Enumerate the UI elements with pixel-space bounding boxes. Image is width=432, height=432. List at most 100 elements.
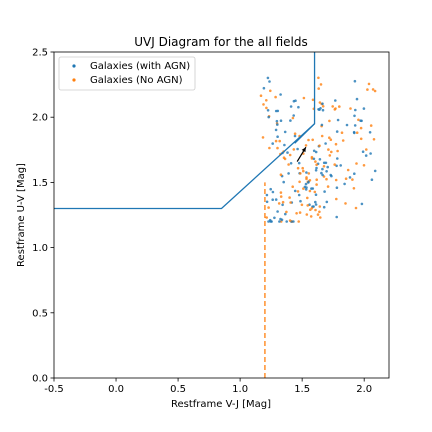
- agn-point: [283, 130, 287, 134]
- agn-point: [318, 108, 321, 111]
- y-axis-label: Restframe U-V [Mag]: [16, 163, 27, 267]
- noagn-point: [302, 96, 306, 100]
- noagn-point: [362, 164, 366, 167]
- agn-point: [355, 97, 359, 101]
- agn-point: [305, 171, 308, 174]
- uvj-selection-box: [54, 52, 316, 210]
- agn-point: [289, 105, 293, 108]
- agn-point: [293, 189, 297, 193]
- agn-point: [345, 123, 349, 127]
- chart-title: UVJ Diagram for the all fields: [134, 35, 307, 49]
- agn-point: [274, 109, 278, 113]
- noagn-point: [296, 166, 300, 170]
- noagn-point: [287, 163, 290, 166]
- noagn-point: [366, 88, 369, 91]
- agn-point: [304, 182, 308, 186]
- agn-point: [283, 143, 286, 147]
- noagn-point: [283, 157, 287, 161]
- noagn-point: [297, 220, 301, 223]
- agn-point: [335, 215, 339, 219]
- agn-point: [304, 188, 308, 191]
- agn-point: [278, 220, 281, 223]
- agn-point: [353, 172, 356, 175]
- agn-point: [276, 123, 279, 126]
- agn-point: [286, 151, 289, 154]
- noagn-point: [291, 116, 295, 120]
- agn-point: [296, 147, 299, 151]
- agn-point: [312, 157, 316, 161]
- noagn-point: [265, 99, 268, 102]
- noagn-point: [313, 190, 317, 194]
- agn-point: [268, 80, 271, 83]
- agn-point: [335, 186, 339, 189]
- noagn-point: [318, 144, 321, 147]
- noagn-point: [298, 211, 302, 214]
- agn-point: [321, 102, 324, 105]
- noagn-point: [369, 124, 373, 127]
- noagn-point: [296, 190, 300, 193]
- noagn-point: [335, 197, 338, 201]
- agn-point: [335, 164, 338, 168]
- noagn-point: [274, 139, 278, 143]
- agn-point: [274, 128, 278, 132]
- noagn-point: [274, 95, 277, 99]
- agn-point: [265, 193, 269, 197]
- noagn-point: [355, 162, 358, 165]
- noagn-point: [292, 148, 296, 151]
- agn-point: [279, 119, 283, 122]
- noagn-point: [288, 196, 291, 199]
- noagn-point: [268, 146, 271, 150]
- agn-point: [271, 198, 275, 201]
- noagn-point: [293, 132, 297, 135]
- agn-point: [289, 162, 293, 165]
- agn-point: [324, 161, 328, 165]
- agn-point: [314, 150, 318, 154]
- noagn-point: [354, 206, 358, 210]
- noagn-point: [300, 203, 304, 207]
- agn-point: [323, 190, 326, 193]
- noagn-point: [317, 87, 321, 90]
- agn-point: [293, 134, 297, 138]
- noagn-point: [317, 76, 320, 80]
- agn-point: [276, 210, 279, 213]
- y-axis-ticks: 0.0 0.5 1.0 1.5 2.0 2.5: [32, 48, 54, 385]
- x-tick-label: 0.5: [170, 384, 186, 395]
- agn-point: [274, 198, 278, 201]
- agn-point: [292, 114, 296, 117]
- noagn-point: [309, 215, 313, 218]
- noagn-point: [281, 200, 285, 204]
- noagn-point: [346, 168, 350, 172]
- noagn-point: [372, 138, 376, 141]
- x-tick-label: -0.5: [44, 384, 64, 395]
- agn-point: [299, 199, 302, 203]
- noagn-point: [288, 153, 292, 157]
- agn-point: [353, 131, 356, 135]
- agn-point: [336, 157, 339, 160]
- agn-point: [368, 131, 372, 134]
- agn-point: [321, 108, 325, 112]
- noagn-point: [301, 166, 305, 170]
- noagn-point: [319, 83, 323, 86]
- noagn-point: [334, 142, 338, 146]
- noagn-point: [311, 138, 315, 142]
- agn-point: [360, 202, 364, 206]
- x-tick-label: 1.0: [232, 384, 248, 395]
- noagn-point: [321, 105, 325, 108]
- x-axis-label: Restframe V-J [Mag]: [171, 399, 271, 410]
- noagn-point: [276, 146, 279, 150]
- noagn-point: [314, 208, 317, 212]
- noagn-point: [261, 136, 265, 139]
- agn-point: [281, 203, 284, 207]
- agn-point: [314, 200, 317, 204]
- plot-frame: [53, 51, 390, 379]
- noagn-point: [318, 205, 322, 208]
- noagn-point: [338, 105, 341, 108]
- noagn-point: [318, 101, 322, 104]
- noagn-point: [328, 154, 332, 157]
- y-tick-label: 0.0: [32, 374, 48, 385]
- agn-point: [326, 165, 330, 169]
- noagn-point: [262, 103, 265, 106]
- agn-point: [269, 187, 273, 191]
- noagn-point: [325, 177, 328, 181]
- noagn-point: [307, 138, 310, 142]
